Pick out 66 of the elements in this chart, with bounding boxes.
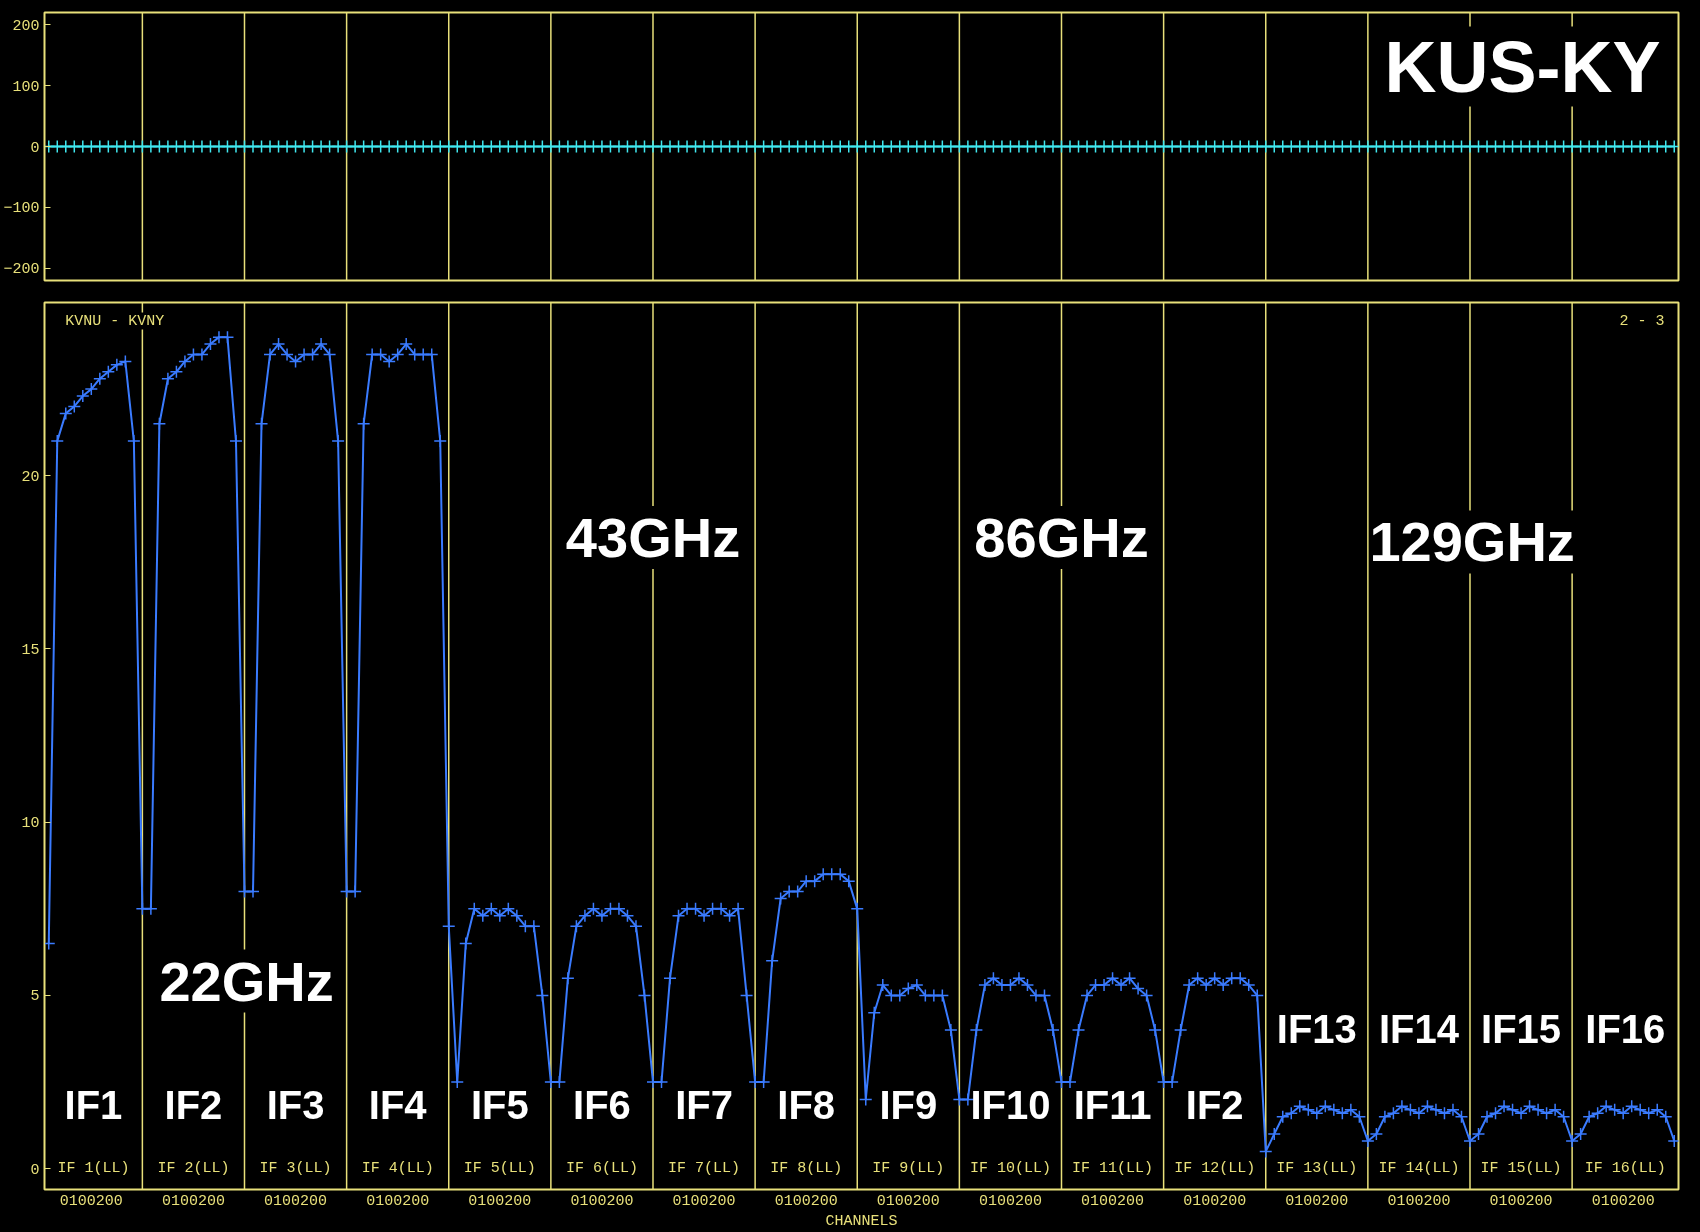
annotation: IF2 (1185, 1083, 1244, 1128)
annotation: IF4 (368, 1083, 428, 1128)
y-tick-label: −100 (3, 200, 40, 218)
x-axis-title: CHANNELS (825, 1212, 898, 1230)
x-tick-label: 0100200 (468, 1192, 532, 1210)
annotation: KUS-KY (1384, 26, 1661, 107)
annotation: IF 5(LL) (463, 1160, 536, 1178)
y-tick-label: 100 (12, 78, 40, 96)
y-tick-label: 0 (30, 1161, 40, 1179)
annotation: IF 2(LL) (157, 1160, 230, 1178)
x-tick-label: 0100200 (978, 1192, 1042, 1210)
annotation: IF 16(LL) (1584, 1160, 1666, 1178)
annotation: IF1 (64, 1083, 123, 1128)
annotation: IF 11(LL) (1072, 1160, 1154, 1178)
annotation: IF 7(LL) (668, 1160, 741, 1178)
x-tick-label: 0100200 (1183, 1192, 1247, 1210)
x-tick-label: 0100200 (264, 1192, 328, 1210)
annotation: IF11 (1073, 1083, 1152, 1128)
annotation: IF10 (970, 1083, 1051, 1128)
annotation: IF 8(LL) (770, 1160, 843, 1178)
annotation: 86GHz (974, 506, 1149, 570)
annotation: IF 10(LL) (969, 1160, 1051, 1178)
annotation: IF8 (777, 1083, 836, 1128)
annotation: IF 15(LL) (1480, 1160, 1562, 1178)
annotation: IF7 (675, 1083, 733, 1128)
y-tick-label: 20 (21, 468, 40, 486)
x-tick-label: 0100200 (774, 1192, 838, 1210)
x-tick-label: 0100200 (1387, 1192, 1451, 1210)
annotation: IF 9(LL) (872, 1160, 945, 1178)
annotation: IF 13(LL) (1276, 1160, 1358, 1178)
annotation: IF3 (266, 1083, 325, 1128)
x-tick-label: 0100200 (366, 1192, 430, 1210)
y-tick-label: 0 (30, 139, 40, 157)
annotation: KVNU - KVNY (65, 312, 165, 330)
y-tick-label: 200 (12, 17, 40, 35)
annotation: IF13 (1276, 1006, 1357, 1051)
y-tick-label: 15 (21, 641, 40, 659)
x-tick-label: 0100200 (161, 1192, 225, 1210)
x-tick-label: 0100200 (570, 1192, 634, 1210)
annotation: IF6 (573, 1083, 631, 1128)
y-tick-label: 5 (30, 988, 40, 1006)
x-tick-label: 0100200 (1081, 1192, 1145, 1210)
x-tick-label: 0100200 (672, 1192, 736, 1210)
annotation: IF 3(LL) (259, 1160, 332, 1178)
x-tick-label: 0100200 (1285, 1192, 1349, 1210)
annotation: IF9 (879, 1083, 938, 1128)
x-tick-label: 0100200 (1489, 1192, 1553, 1210)
annotation: 2 - 3 (1619, 312, 1665, 330)
y-tick-label: 10 (21, 815, 40, 833)
x-tick-label: 0100200 (876, 1192, 940, 1210)
annotation: 43GHz (565, 506, 741, 570)
annotation: IF2 (164, 1083, 223, 1128)
annotation: IF 1(LL) (57, 1160, 130, 1178)
annotation: IF 4(LL) (361, 1160, 434, 1178)
annotation: IF 12(LL) (1174, 1160, 1256, 1178)
annotation: IF 6(LL) (565, 1160, 638, 1178)
x-tick-label: 0100200 (1591, 1192, 1655, 1210)
y-tick-label: −200 (3, 261, 40, 279)
annotation: IF15 (1481, 1006, 1562, 1051)
annotation: IF16 (1585, 1006, 1666, 1051)
annotation: 129GHz (1369, 510, 1575, 574)
annotation: IF14 (1378, 1006, 1460, 1051)
annotation: IF5 (470, 1083, 529, 1128)
annotation: IF 14(LL) (1378, 1160, 1460, 1178)
annotation: 22GHz (159, 949, 334, 1013)
x-tick-label: 0100200 (59, 1192, 123, 1210)
